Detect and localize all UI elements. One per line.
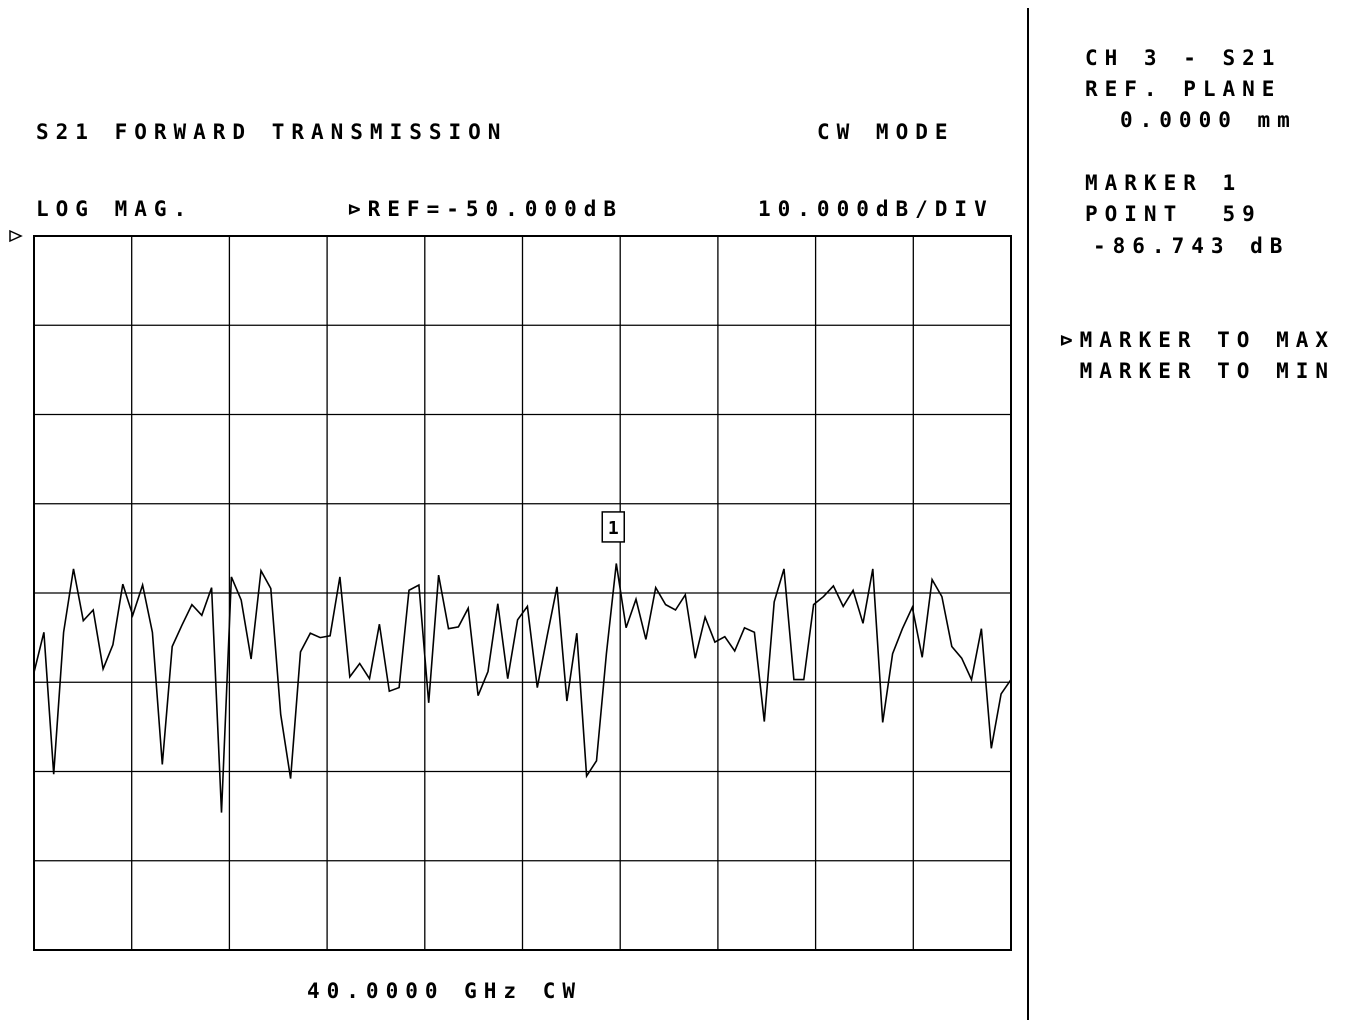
ref-plane-label: REF. PLANE xyxy=(1085,77,1282,101)
ref-plane-value: 0.0000 mm xyxy=(1120,108,1297,132)
marker-value: -86.743 dB xyxy=(1093,234,1290,258)
menu-marker-to-min[interactable]: MARKER TO MIN xyxy=(1060,359,1336,383)
scale-label: 10.000dB/DIV xyxy=(758,197,994,221)
sweep-mode-label: CW MODE xyxy=(817,120,955,144)
trace-line xyxy=(33,563,1012,813)
channel-label: CH 3 - S21 xyxy=(1085,46,1282,70)
graticule xyxy=(33,235,1012,951)
marker-point: POINT 59 xyxy=(1085,202,1262,226)
marker-1-box xyxy=(601,511,626,543)
reference-position-icon xyxy=(9,229,23,243)
chart-title: S21 FORWARD TRANSMISSION xyxy=(36,120,508,144)
menu-marker-to-max[interactable]: ⊳MARKER TO MAX xyxy=(1060,328,1336,352)
panel-divider xyxy=(1027,8,1029,1020)
display-format-label: LOG MAG. xyxy=(36,197,194,221)
marker-1-label: 1 xyxy=(608,518,619,539)
marker-label: MARKER 1 xyxy=(1085,171,1243,195)
reference-level-label: ⊳REF=-50.000dB xyxy=(348,197,624,221)
stimulus-frequency-label: 40.0000 GHz CW xyxy=(307,979,583,1003)
